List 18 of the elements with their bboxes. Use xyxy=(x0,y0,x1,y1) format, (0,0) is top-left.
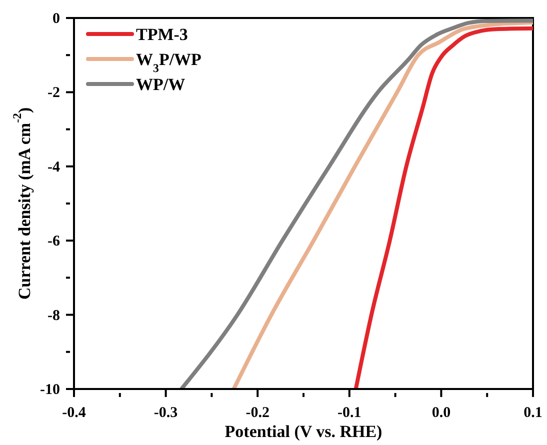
legend-label: TPM-3 xyxy=(136,25,188,44)
x-tick-label: -0.3 xyxy=(154,405,178,421)
y-tick-label: -8 xyxy=(48,308,60,324)
y-tick-label: -6 xyxy=(48,234,60,250)
y-tick-label: -4 xyxy=(48,159,60,176)
x-axis-title: Potential (V vs. RHE) xyxy=(224,422,382,441)
x-tick-label: 0.0 xyxy=(432,405,451,421)
legend-label: WP/W xyxy=(136,75,186,94)
line-series xyxy=(232,20,533,389)
y-tick-label: 0 xyxy=(52,11,60,27)
x-tick-label: -0.1 xyxy=(338,405,362,421)
x-tick-label: -0.2 xyxy=(246,405,270,421)
y-tick-label: -2 xyxy=(48,85,60,102)
x-tick-label: -0.4 xyxy=(62,405,86,421)
x-tick-label: 0.1 xyxy=(524,405,542,421)
legend-label: W$_{3}$P/WP xyxy=(136,50,202,75)
line-series xyxy=(354,26,533,389)
y-tick-label: -10 xyxy=(40,382,60,398)
